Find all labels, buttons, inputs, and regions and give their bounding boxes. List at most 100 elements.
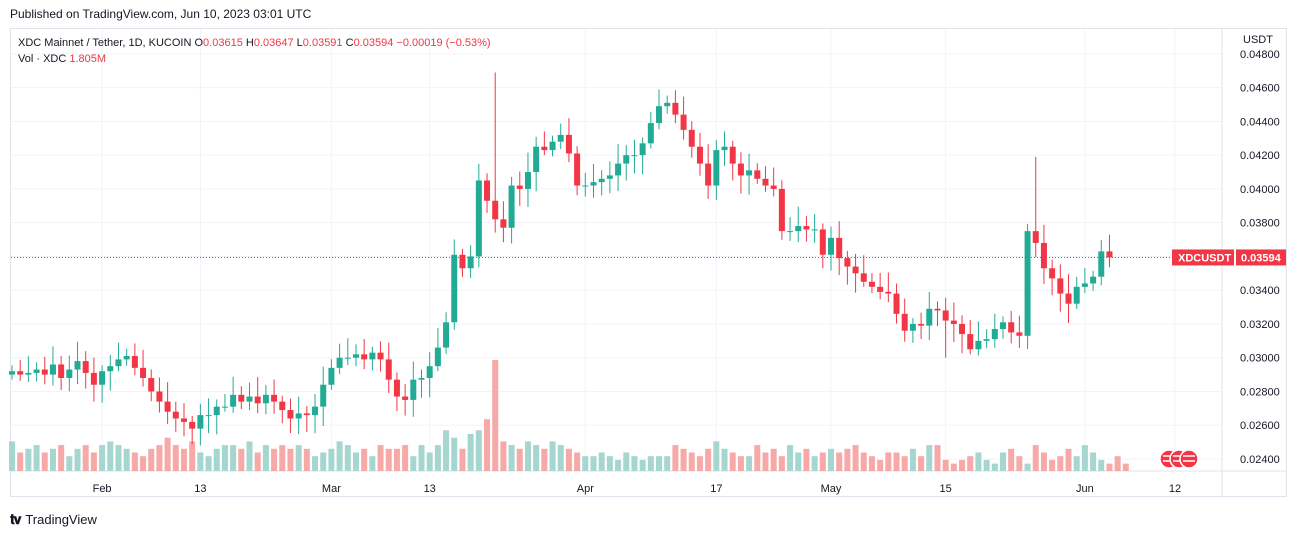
footer[interactable]: 𝐭𝐯 TradingView	[10, 511, 97, 528]
candle-body	[451, 254, 458, 323]
candle-body	[180, 418, 187, 422]
volume-bar	[1008, 448, 1015, 471]
volume-bar	[1081, 445, 1088, 471]
volume-bar	[197, 452, 204, 471]
volume-bar	[508, 445, 515, 471]
candle-body	[508, 185, 515, 228]
candle-body	[680, 114, 687, 130]
candle-body	[115, 359, 122, 367]
candle-body	[369, 352, 376, 360]
x-tick-label: Mar	[322, 483, 341, 495]
volume-bar	[74, 448, 81, 471]
volume-bar	[877, 459, 884, 471]
volume-bar	[492, 360, 499, 471]
volume-bar	[533, 445, 540, 471]
x-tick-label: Feb	[93, 483, 112, 495]
candle-body	[66, 369, 73, 378]
volume-bar	[361, 448, 368, 471]
candle-body	[664, 102, 671, 107]
candle-body	[975, 340, 982, 350]
candle-body	[213, 406, 220, 416]
candle-body	[1106, 251, 1113, 258]
volume-bar	[254, 452, 261, 471]
candle-body	[746, 170, 753, 176]
volume-bar	[1040, 452, 1047, 471]
volume-bar	[975, 452, 982, 471]
y-tick-label: 0.03400	[1240, 285, 1280, 297]
candle-body	[123, 356, 130, 360]
volume-bar	[279, 445, 286, 471]
candle-body	[303, 413, 310, 416]
volume-bar	[967, 456, 974, 471]
candle-body	[885, 291, 892, 294]
candle-body	[959, 323, 966, 335]
candle-body	[246, 396, 253, 402]
volume-bar	[140, 456, 147, 471]
volume-bar	[123, 448, 130, 471]
candle-body	[41, 369, 48, 375]
volume-bar	[844, 448, 851, 471]
legend-volume-label: Vol · XDC	[18, 53, 67, 65]
volume-bar	[262, 445, 269, 471]
candle-body	[172, 411, 179, 419]
candle-body	[492, 200, 499, 220]
y-tick-label: 0.02800	[1240, 386, 1280, 398]
candle-body	[1032, 231, 1039, 243]
volume-bar	[680, 448, 687, 471]
volume-bar	[180, 448, 187, 471]
candle-body	[1065, 293, 1072, 304]
volume-bar	[328, 448, 335, 471]
volume-bar	[778, 456, 785, 471]
volume-bar	[148, 448, 155, 471]
volume-bar	[90, 452, 97, 471]
candle-body	[803, 226, 810, 230]
candle-body	[131, 356, 138, 368]
volume-bar	[1106, 463, 1113, 471]
candle-body	[328, 367, 335, 385]
volume-bar	[754, 445, 761, 471]
volume-bar	[705, 448, 712, 471]
volume-bar	[541, 448, 548, 471]
x-tick-label: 17	[710, 483, 722, 495]
legend-volume-row: Vol · XDC 1.805M	[18, 51, 491, 67]
y-tick-label: 0.02400	[1240, 454, 1280, 466]
candle-body	[271, 394, 278, 402]
candle-body	[557, 134, 564, 142]
candle-body	[623, 155, 630, 164]
y-tick-label: 0.04200	[1240, 150, 1280, 162]
volume-bar	[672, 445, 679, 471]
volume-bar	[1032, 445, 1039, 471]
candle-body	[74, 361, 81, 370]
candle-body	[33, 369, 40, 373]
volume-bar	[918, 456, 925, 471]
chart-frame[interactable]	[10, 28, 1287, 497]
candle-body	[590, 182, 597, 186]
x-tick-label: 12	[1169, 483, 1181, 495]
volume-bar	[664, 456, 671, 471]
candle-body	[696, 146, 703, 164]
candle-body	[418, 377, 425, 380]
candle-body	[574, 153, 581, 186]
candle-body	[238, 394, 245, 402]
y-tick-label: 0.04400	[1240, 116, 1280, 128]
candle-body	[565, 134, 572, 154]
candle-body	[901, 313, 908, 331]
candle-body	[819, 229, 826, 255]
candle-body	[606, 175, 613, 179]
candle-body	[295, 413, 302, 419]
volume-bar	[484, 419, 491, 471]
candle-body	[999, 322, 1006, 330]
volume-bar	[164, 437, 171, 471]
volume-bar	[803, 448, 810, 471]
volume-bar	[459, 448, 466, 471]
candle-body	[639, 143, 646, 156]
candle-body	[58, 364, 65, 378]
volume-bar	[557, 445, 564, 471]
candle-body	[164, 401, 171, 412]
candle-body	[828, 237, 834, 255]
x-tick-label: 13	[424, 483, 436, 495]
candle-body	[1040, 242, 1047, 269]
volume-bar	[303, 448, 310, 471]
candle-body	[443, 322, 450, 348]
